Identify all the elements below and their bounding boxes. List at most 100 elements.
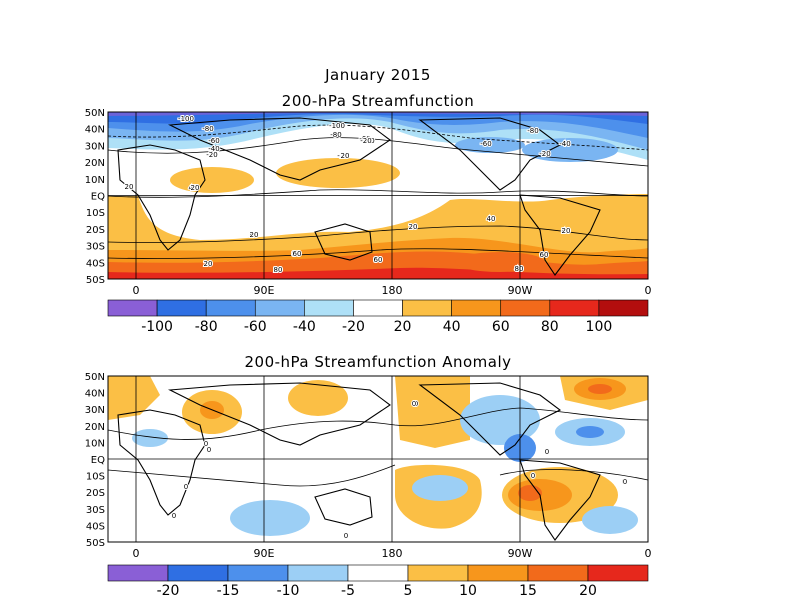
colorbar-swatch (407, 564, 469, 582)
panel-2-grid (108, 376, 648, 542)
colorbar-tick-label: 20 (394, 319, 412, 335)
pos-cell-w-africa (108, 376, 160, 420)
colorbar-swatch (500, 299, 551, 317)
pos-cell-atl-core (588, 384, 612, 394)
contour-label: 60 (250, 231, 259, 239)
contour-label: 0 (172, 512, 176, 520)
colorbar-tick-label: -100 (141, 319, 173, 335)
colorbar-swatch (353, 299, 403, 317)
contour-label: -80 (330, 131, 341, 139)
lat-tick-label: 40S (86, 521, 105, 532)
contour-label: -100 (178, 115, 194, 123)
lon-tick-label: 90W (508, 284, 533, 297)
colorbar-swatch (467, 564, 529, 582)
s-america-coast (519, 459, 601, 541)
contour-label: -20 (539, 150, 550, 158)
colorbar-tick-label: -10 (277, 583, 300, 599)
lat-tick-label: 20S (86, 488, 105, 499)
lon-tick-label: 0 (645, 284, 652, 297)
contour-label: -60 (359, 135, 370, 143)
contour-label: 20 (250, 231, 259, 239)
lon-tick-label: 0 (133, 547, 140, 560)
contour-line (108, 225, 648, 243)
africa-coast (117, 409, 206, 516)
colorbar-tick-label: -80 (195, 319, 218, 335)
contour-label: -40 (559, 140, 570, 148)
panel-1-labels: 0 90E 180 90W 0 50N 40N 30N 20N 10N EQ 10S 20S 30S 40S… (85, 108, 652, 297)
colorbar-swatch (227, 564, 289, 582)
contour-label: 40 (515, 265, 524, 273)
contour-label: 0 (344, 532, 348, 540)
colorbar-tick-label: 60 (492, 319, 510, 335)
panel-2-colorbar: -20 -15 -10 -5 5 10 15 20 (107, 564, 649, 599)
contour-label: 0 (184, 483, 188, 491)
contour-label: 0 (207, 446, 211, 454)
contour-label: 0 (414, 400, 418, 408)
contour-label: 0 (622, 478, 626, 486)
colorbar-swatch (167, 564, 229, 582)
lon-tick-label: 0 (133, 284, 140, 297)
contour-label: 20 (191, 184, 200, 192)
lat-tick-label: 20N (85, 422, 105, 433)
colorbar-tick-label: 10 (459, 583, 477, 599)
contour-label: 20 (562, 227, 571, 235)
australia-coast (314, 223, 373, 261)
contour-label: 40 (562, 227, 571, 235)
colorbar-tick-label: 5 (404, 583, 413, 599)
lon-tick-label: 90W (508, 547, 533, 560)
neg-cell-s-pac-2 (412, 475, 468, 501)
contour-line (108, 248, 648, 259)
contour-label: -60 (208, 137, 219, 145)
lat-tick-label: 30N (85, 141, 105, 152)
contour-label: 40 (189, 184, 198, 192)
contour-label: -80 (202, 125, 213, 133)
pos-cell-npac (395, 376, 470, 448)
lat-tick-label: 40S (86, 258, 105, 269)
colorbar-tick-label: 20 (579, 583, 597, 599)
contour-label: -80 (527, 127, 538, 135)
colorbar-tick-label: -5 (341, 583, 355, 599)
lon-tick-label: 90E (254, 284, 275, 297)
colorbar-swatch (527, 564, 589, 582)
colorbar-swatch (587, 564, 649, 582)
contour-label: 0 (204, 440, 208, 448)
contour-label: 0 (545, 448, 549, 456)
neg-cell-e-atl-core (576, 426, 604, 438)
panel-1-grid (108, 112, 648, 279)
contour-label: 80 (374, 256, 383, 264)
lat-tick-label: 30N (85, 405, 105, 416)
eurasia-coast (167, 117, 391, 181)
lat-tick-label: 50S (86, 538, 105, 549)
australia-coast (314, 488, 373, 526)
contour-label: -40 (208, 145, 219, 153)
lon-tick-label: 0 (645, 547, 652, 560)
lat-tick-label: 10N (85, 438, 105, 449)
lon-tick-label: 90E (254, 547, 275, 560)
contour-label: -60 (480, 140, 491, 148)
colorbar-swatch (304, 299, 354, 317)
neg-cell-sw-indian (132, 429, 168, 447)
lat-tick-label: EQ (91, 192, 105, 203)
contour-label: 0 (412, 400, 416, 408)
colorbar-tick-label: 15 (519, 583, 537, 599)
colorbar-swatch (254, 299, 305, 317)
lat-tick-label: 20N (85, 158, 105, 169)
pos-cell-s-pacific (455, 252, 545, 272)
colorbar-swatch (598, 299, 649, 317)
s-america-coast (519, 194, 601, 276)
pos-cell-asia (288, 380, 348, 416)
contour-label: 40 (487, 215, 496, 223)
colorbar-tick-label: -15 (217, 583, 240, 599)
contour-label: 0 (531, 472, 535, 480)
lat-tick-label: 30S (86, 505, 105, 516)
contour-label: 20 (341, 152, 350, 160)
neg-band-20 (108, 112, 648, 124)
panel-2-title: 200-hPa Streamfunction Anomaly (244, 353, 512, 371)
zero-contour (108, 464, 396, 487)
colorbar-swatch (451, 299, 502, 317)
colorbar-swatch (347, 564, 409, 582)
contour-label: -20 (206, 151, 217, 159)
lon-tick-label: 180 (382, 547, 403, 560)
lat-tick-label: EQ (91, 455, 105, 466)
